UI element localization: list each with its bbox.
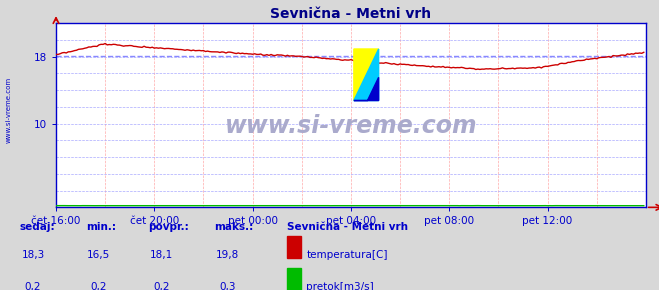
Text: sedaj:: sedaj: xyxy=(20,222,55,232)
Bar xyxy=(287,269,301,290)
Text: povpr.:: povpr.: xyxy=(148,222,189,232)
Bar xyxy=(287,236,301,258)
Text: temperatura[C]: temperatura[C] xyxy=(306,250,388,260)
Polygon shape xyxy=(354,49,379,101)
Text: 0,2: 0,2 xyxy=(90,282,107,290)
Text: 19,8: 19,8 xyxy=(215,250,239,260)
Text: min.:: min.: xyxy=(86,222,116,232)
Text: www.si-vreme.com: www.si-vreme.com xyxy=(225,114,477,138)
Text: maks.:: maks.: xyxy=(214,222,254,232)
Text: 18,1: 18,1 xyxy=(150,250,173,260)
Text: pretok[m3/s]: pretok[m3/s] xyxy=(306,282,374,290)
Polygon shape xyxy=(354,77,379,101)
Text: 0,3: 0,3 xyxy=(219,282,236,290)
Text: 0,2: 0,2 xyxy=(153,282,170,290)
Text: www.si-vreme.com: www.si-vreme.com xyxy=(5,77,11,143)
Text: 16,5: 16,5 xyxy=(87,250,111,260)
Polygon shape xyxy=(354,49,379,101)
Text: 18,3: 18,3 xyxy=(21,250,45,260)
Text: Sevnična - Metni vrh: Sevnična - Metni vrh xyxy=(287,222,408,232)
Text: 0,2: 0,2 xyxy=(24,282,42,290)
Title: Sevnična - Metni vrh: Sevnična - Metni vrh xyxy=(270,7,432,21)
